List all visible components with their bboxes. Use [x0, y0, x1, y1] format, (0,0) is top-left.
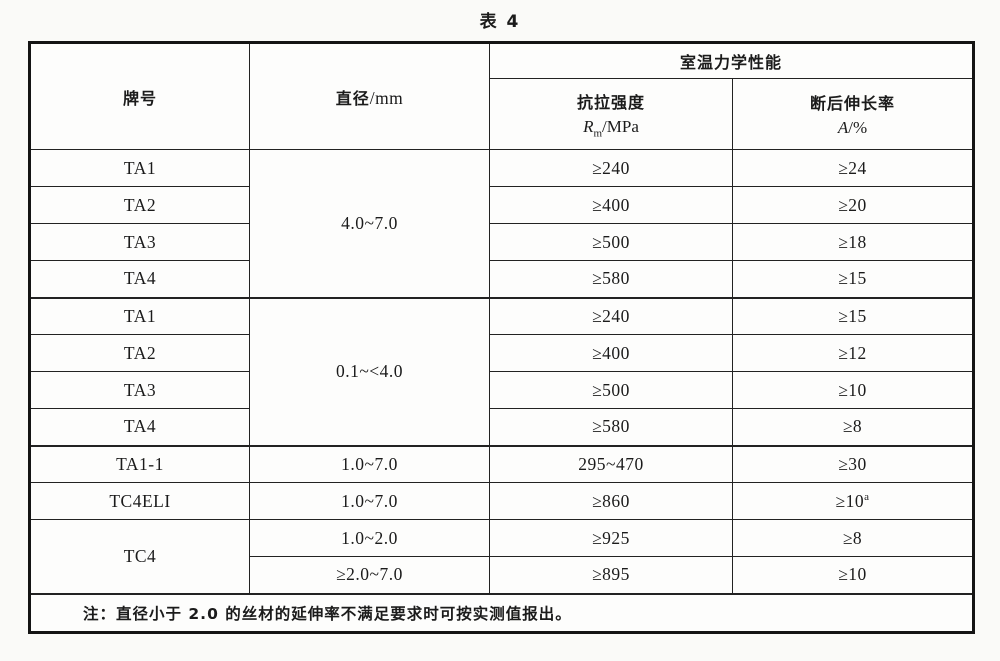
elongation-cell: ≥30	[731, 444, 975, 483]
tensile-cell: ≥240	[489, 296, 733, 335]
elongation-cell: ≥10a	[731, 482, 975, 520]
diameter-cell: 1.0~2.0	[249, 519, 490, 557]
header-elongation: 断后伸长率 A/%	[731, 78, 975, 150]
table-row: TC4ELI 1.0~7.0 ≥860 ≥10a	[29, 482, 975, 520]
header-grade: 牌号	[29, 42, 250, 150]
grade-cell: TA1-1	[29, 444, 250, 483]
header-diameter: 直径/mm	[249, 42, 490, 150]
diameter-cell-group2: 0.1~<4.0	[249, 296, 490, 446]
tensile-cell: ≥500	[489, 371, 733, 409]
elongation-cell: ≥15	[731, 260, 975, 298]
tensile-cell: 295~470	[489, 444, 733, 483]
table-row: TA2 ≥400 ≥12	[29, 334, 975, 372]
tensile-cell: ≥925	[489, 519, 733, 557]
grade-cell: TA3	[29, 371, 250, 409]
elongation-cell: ≥20	[731, 186, 975, 224]
elongation-cell: ≥18	[731, 223, 975, 261]
elongation-cell: ≥10	[731, 371, 975, 409]
table-note: 注：直径小于 2.0 的丝材的延伸率不满足要求时可按实测值报出。	[28, 592, 975, 633]
grade-cell: TA3	[29, 223, 250, 261]
tensile-cell: ≥580	[489, 408, 733, 446]
tensile-cell: ≥400	[489, 334, 733, 372]
table-row: ≥2.0~7.0 ≥895 ≥10	[30, 556, 975, 594]
table-row: TA3 ≥500 ≥10	[29, 371, 975, 409]
grade-cell: TA1	[29, 296, 250, 335]
elongation-cell: ≥15	[731, 296, 975, 335]
elongation-cell: ≥10	[731, 556, 975, 594]
header-diameter-unit: /mm	[369, 87, 404, 108]
header-tensile-name: 抗拉强度	[576, 92, 645, 112]
header-row-2: 抗拉强度 Rm/MPa 断后伸长率 A/%	[30, 78, 975, 150]
header-row-1: 牌号 直径/mm 室温力学性能	[29, 42, 975, 150]
grade-cell: TA4	[29, 408, 250, 446]
tensile-cell: ≥860	[489, 482, 733, 520]
grade-cell: TA2	[29, 334, 250, 372]
footnote-marker: a	[864, 490, 870, 503]
tensile-cell: ≥240	[489, 149, 733, 187]
table-row: TA1 0.1~<4.0 ≥240 ≥15	[29, 296, 975, 446]
diameter-cell-group1: 4.0~7.0	[249, 149, 490, 298]
table-row: TA2 ≥400 ≥20	[29, 186, 975, 224]
table-row: TA4 ≥580 ≥15	[29, 260, 975, 298]
table-row: TC4 1.0~2.0 ≥925 ≥8	[29, 519, 975, 594]
tensile-cell: ≥500	[489, 223, 733, 261]
table-title: 表 4	[479, 12, 521, 32]
header-elongation-name: 断后伸长率	[810, 94, 896, 113]
elongation-cell: ≥12	[731, 334, 975, 372]
scanned-document-page: 表 4 牌号 直径/mm 室温力学性能 抗拉强度 Rm/MPa 断后伸长率 A/…	[0, 7, 1000, 661]
grade-cell-tc4: TC4	[29, 519, 250, 594]
note-row: 注：直径小于 2.0 的丝材的延伸率不满足要求时可按实测值报出。	[28, 592, 975, 633]
diameter-cell: ≥2.0~7.0	[249, 556, 490, 594]
grade-cell: TA4	[29, 260, 250, 298]
diameter-cell: 1.0~7.0	[249, 444, 490, 483]
table-row: TA1 4.0~7.0 ≥240 ≥24	[29, 149, 975, 298]
mechanical-properties-table: 牌号 直径/mm 室温力学性能 抗拉强度 Rm/MPa 断后伸长率 A/% TA…	[28, 41, 976, 634]
table-row: TA1-1 1.0~7.0 295~470 ≥30	[29, 444, 975, 483]
header-diameter-name: 直径	[335, 88, 370, 108]
elongation-cell: ≥24	[731, 149, 975, 187]
header-mech-group: 室温力学性能	[488, 42, 975, 79]
grade-cell: TC4ELI	[29, 482, 250, 520]
tensile-cell: ≥400	[489, 186, 733, 224]
diameter-cell: 1.0~7.0	[249, 482, 490, 520]
header-elongation-symbol: A/%	[837, 118, 868, 137]
table-row: TA4 ≥580 ≥8	[29, 408, 975, 446]
grade-cell: TA2	[29, 186, 250, 224]
elongation-cell: ≥8	[731, 519, 975, 557]
tensile-cell: ≥580	[489, 260, 733, 298]
elongation-cell: ≥8	[731, 408, 975, 446]
header-tensile: 抗拉强度 Rm/MPa	[489, 78, 733, 150]
grade-cell: TA1	[29, 149, 250, 187]
table-row: TA3 ≥500 ≥18	[29, 223, 975, 261]
tensile-cell: ≥895	[489, 556, 733, 594]
header-tensile-symbol: Rm/MPa	[583, 116, 639, 140]
